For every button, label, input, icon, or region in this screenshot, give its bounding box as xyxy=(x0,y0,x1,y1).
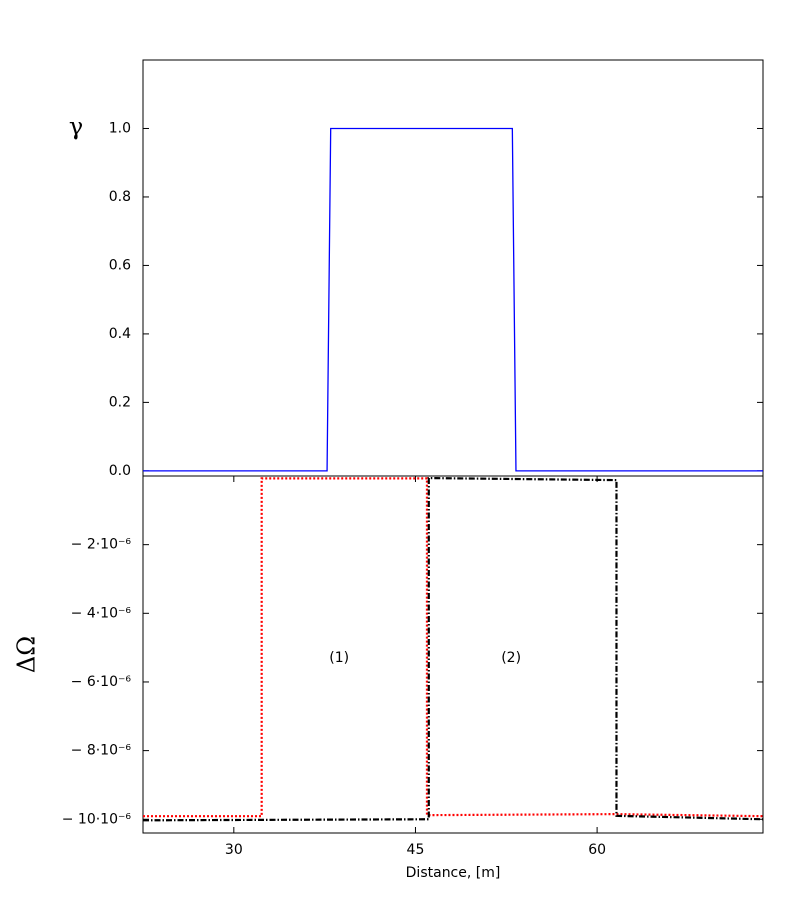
y-tick-label: − 10·10⁻⁶ xyxy=(62,811,132,827)
x-tick-label: 30 xyxy=(225,842,243,858)
y-tick-label: 1.0 xyxy=(109,120,131,136)
x-tick-label: 45 xyxy=(407,842,425,858)
series-line xyxy=(143,477,764,818)
y-tick-label: − 4·10⁻⁶ xyxy=(71,605,132,621)
y-tick-label: 0.0 xyxy=(109,463,131,479)
y-tick-label: 0.8 xyxy=(109,189,131,205)
series-line xyxy=(143,127,763,472)
y-tick-label: − 2·10⁻⁶ xyxy=(71,537,132,553)
y-tick-label: 0.2 xyxy=(109,394,131,410)
annotation: (2) xyxy=(501,650,521,666)
y-tick-label: 0.6 xyxy=(109,257,131,273)
annotation: (1) xyxy=(329,650,349,666)
y-tick-label: − 6·10⁻⁶ xyxy=(71,674,132,690)
plot-frame xyxy=(142,59,764,477)
series-line xyxy=(142,476,764,822)
x-axis-label: Distance, [m] xyxy=(406,865,501,881)
y-tick-label: 0.4 xyxy=(109,326,131,342)
plot-frame xyxy=(142,475,764,834)
x-tick-label: 60 xyxy=(588,842,606,858)
y-tick-label: − 8·10⁻⁶ xyxy=(71,743,132,759)
y-axis-label: γ xyxy=(69,113,83,141)
y-axis-label: ΔΩ xyxy=(13,636,41,673)
